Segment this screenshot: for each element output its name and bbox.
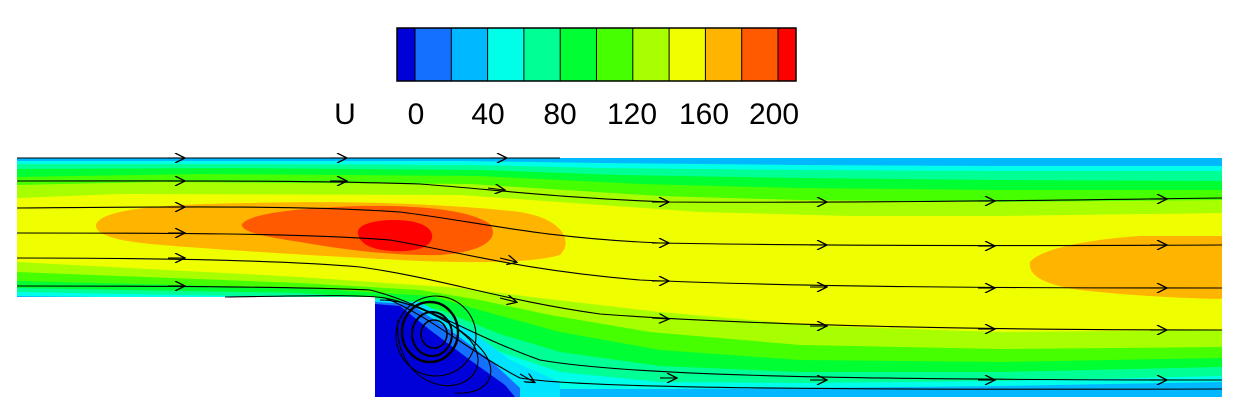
colorbar-swatch bbox=[523, 28, 561, 81]
colorbar-swatch bbox=[596, 28, 634, 81]
streamlines bbox=[16, 157, 1223, 394]
arrow-mark bbox=[499, 298, 516, 302]
vortex-ring bbox=[411, 311, 453, 357]
colorbar-label: U bbox=[334, 98, 356, 131]
streamline bbox=[224, 295, 1223, 390]
streamline bbox=[16, 180, 1223, 203]
colorbar-swatch bbox=[632, 28, 670, 81]
colorbar-tick-160: 160 bbox=[679, 98, 729, 131]
streamline-arrows bbox=[168, 158, 1166, 382]
colorbar-swatch bbox=[778, 28, 797, 81]
colorbar-swatch bbox=[705, 28, 743, 81]
arrow-mark bbox=[499, 258, 516, 262]
colorbar-tick-80: 80 bbox=[543, 98, 576, 131]
streamline bbox=[16, 206, 1223, 247]
streamline bbox=[16, 232, 1223, 289]
arrow-mark bbox=[651, 318, 668, 319]
colorbar-swatch bbox=[669, 28, 706, 81]
vortex-ring bbox=[420, 319, 448, 349]
contour-peak-red bbox=[357, 220, 433, 252]
colorbar: U 0 40 80 120 160 200 bbox=[334, 27, 799, 131]
vortex-ring bbox=[395, 295, 477, 377]
colorbar-frame bbox=[396, 27, 797, 82]
contour-peak-orange-right bbox=[1029, 236, 1222, 299]
colorbar-swatch bbox=[487, 28, 525, 81]
colorbar-tick-40: 40 bbox=[471, 98, 504, 131]
colorbar-swatch bbox=[415, 28, 452, 81]
streamline bbox=[16, 285, 1223, 381]
arrow-mark bbox=[487, 188, 504, 190]
velocity-contour-field bbox=[17, 158, 1222, 397]
colorbar-swatch bbox=[560, 28, 597, 81]
colorbar-swatch bbox=[397, 28, 416, 81]
streamline bbox=[384, 297, 492, 394]
colorbar-tick-200: 200 bbox=[749, 98, 799, 131]
vortex-ring bbox=[400, 300, 460, 364]
arrow-mark bbox=[519, 374, 534, 382]
colorbar-swatch bbox=[451, 28, 489, 81]
colorbar-tick-0: 0 bbox=[408, 98, 425, 131]
colorbar-swatches bbox=[397, 28, 797, 81]
colorbar-swatch bbox=[741, 28, 779, 81]
colorbar-tick-120: 120 bbox=[607, 98, 657, 131]
